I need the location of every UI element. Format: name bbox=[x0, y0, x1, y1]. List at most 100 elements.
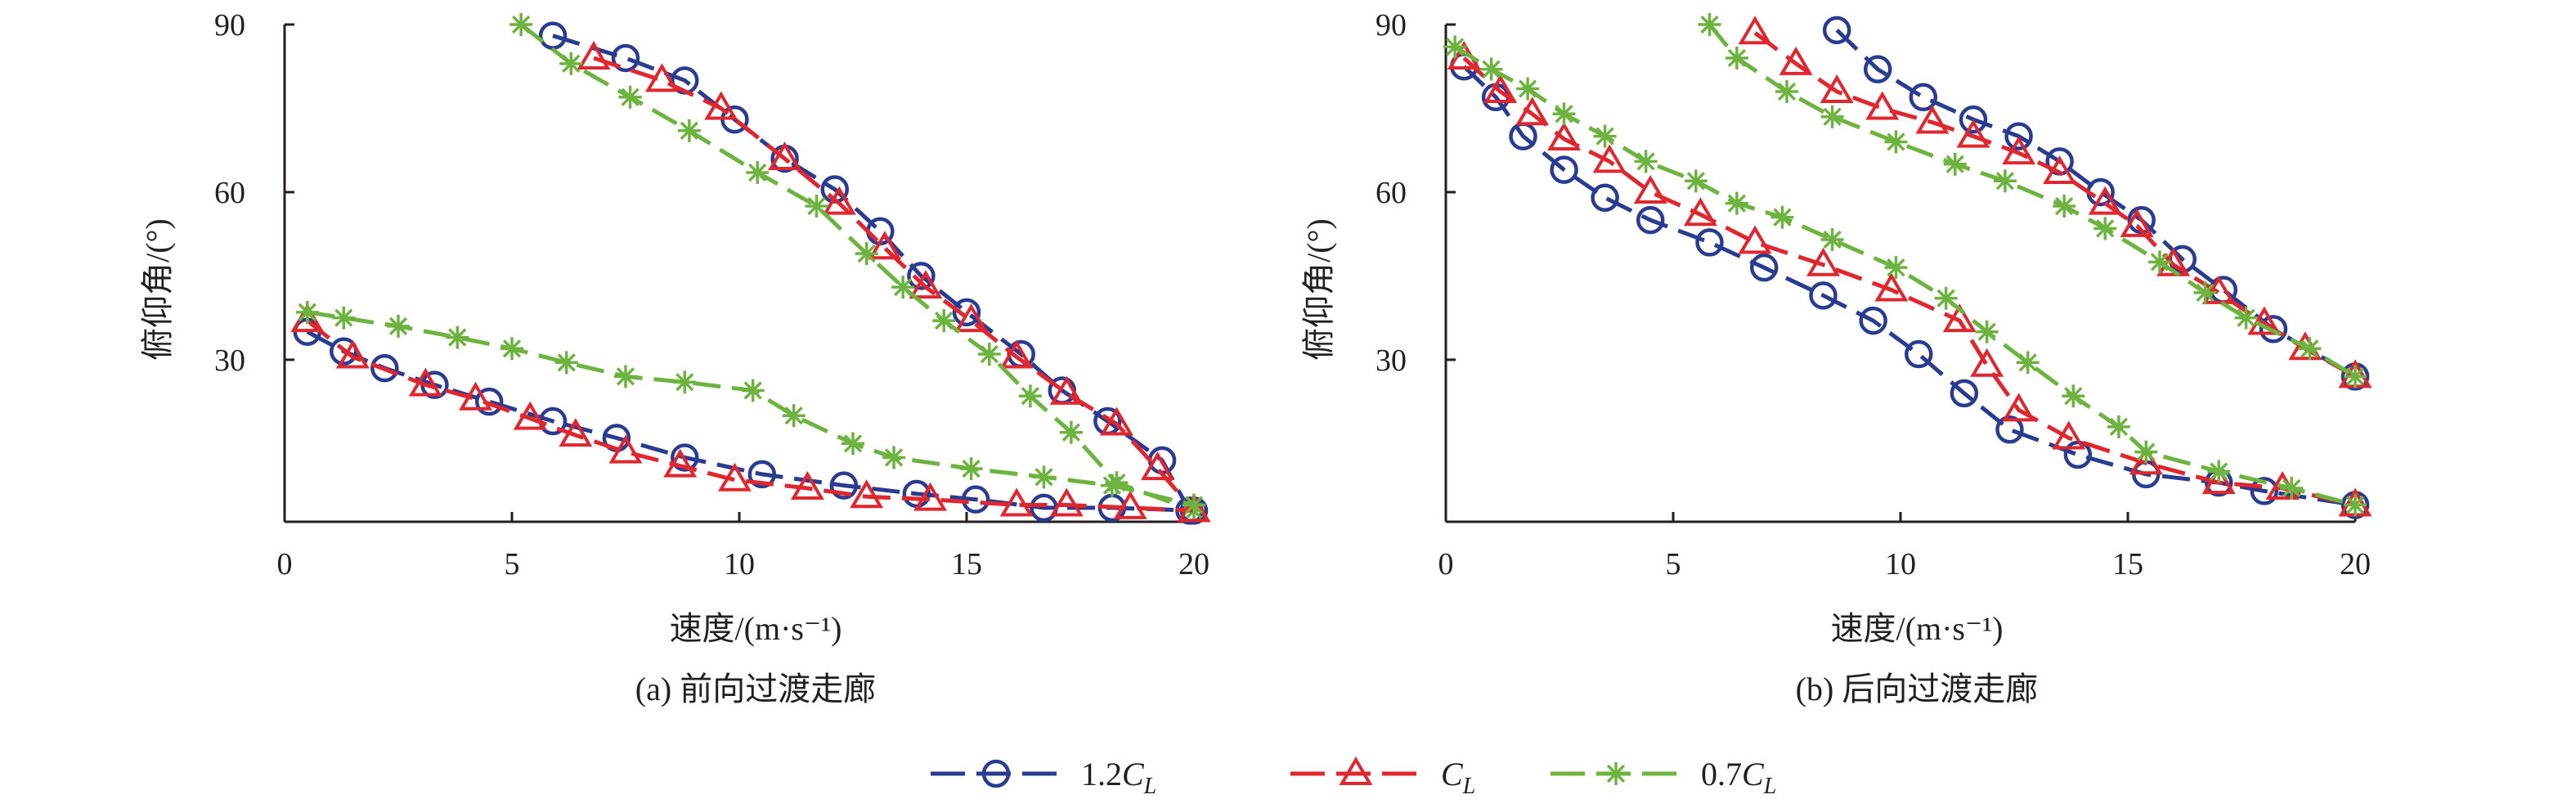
data-point-marker bbox=[1634, 150, 1658, 173]
data-point-marker bbox=[1975, 320, 1999, 343]
x-tick-label: 0 bbox=[1438, 547, 1454, 581]
data-point-marker-shape bbox=[1959, 105, 1988, 134]
legend-marker-shape bbox=[1339, 756, 1373, 785]
data-point-marker-stroke bbox=[334, 308, 353, 327]
data-point-marker bbox=[746, 161, 770, 185]
data-point-marker-shape bbox=[954, 303, 989, 333]
data-point-marker bbox=[2107, 415, 2130, 438]
data-point-marker-shape bbox=[1915, 105, 1950, 134]
data-point-marker-stroke bbox=[557, 353, 576, 372]
data-point-marker-shape bbox=[868, 231, 902, 260]
data-point-marker bbox=[332, 306, 356, 330]
data-point-marker-shape bbox=[1859, 306, 1887, 335]
data-point-marker bbox=[1865, 91, 1900, 120]
data-point-marker-shape bbox=[1099, 406, 1133, 436]
series-1.2CL bbox=[1822, 16, 2370, 391]
data-point-marker bbox=[747, 460, 777, 489]
data-point-marker bbox=[909, 270, 943, 299]
data-point-marker-shape bbox=[768, 141, 802, 170]
legend-item-0.7CL: 0.7CL bbox=[1551, 756, 1776, 799]
data-point-marker bbox=[1633, 174, 1667, 204]
data-point-marker bbox=[2280, 477, 2304, 501]
data-point-marker bbox=[2004, 122, 2033, 150]
data-point-marker-stroke bbox=[1773, 208, 1792, 227]
data-point-marker-shape bbox=[370, 353, 399, 383]
data-point-marker-shape bbox=[999, 339, 1034, 369]
data-point-marker bbox=[999, 487, 1034, 517]
data-point-marker-stroke bbox=[448, 328, 467, 347]
data-point-marker-shape bbox=[1749, 253, 1779, 282]
x-tick-label: 5 bbox=[1666, 547, 1681, 581]
chart-panel-b: 0 5 10 15 20 30 60 90 速度/(m·s⁻¹) 俯仰角/(°) (b) 后向过渡走… bbox=[1300, 8, 2372, 707]
data-point-marker bbox=[1993, 169, 2017, 193]
data-point-marker bbox=[446, 325, 469, 349]
data-point-marker bbox=[1547, 122, 1582, 151]
data-point-marker bbox=[2259, 315, 2288, 343]
data-point-marker-stroke bbox=[298, 303, 316, 321]
y-tick-label: 60 bbox=[214, 176, 245, 210]
data-point-marker bbox=[509, 13, 533, 36]
data-point-marker bbox=[1183, 493, 1205, 517]
data-point-marker-shape bbox=[1820, 74, 1854, 103]
data-point-marker-shape bbox=[1942, 303, 1977, 333]
data-point-marker-stroke bbox=[1887, 258, 1905, 277]
data-point-marker-stroke bbox=[857, 244, 876, 263]
data-point-marker bbox=[1822, 16, 1851, 45]
y-axis-label: 俯仰角/(°) bbox=[1300, 218, 1337, 361]
data-point-marker bbox=[855, 242, 878, 266]
data-point-marker bbox=[1018, 384, 1042, 408]
legend-item-CL: CL bbox=[1290, 756, 1475, 799]
data-point-marker bbox=[577, 41, 611, 70]
data-point-marker-stroke bbox=[962, 459, 981, 478]
data-point-marker-stroke bbox=[1727, 48, 1746, 68]
data-point-marker-shape bbox=[1592, 144, 1627, 173]
x-axis-label: 速度/(m·s⁻¹) bbox=[1831, 610, 2004, 647]
data-point-marker-shape bbox=[999, 487, 1034, 517]
data-point-marker bbox=[1956, 119, 1990, 148]
x-tick-label: 15 bbox=[951, 547, 982, 581]
legend-marker bbox=[1604, 762, 1627, 785]
data-point-marker-shape bbox=[2004, 122, 2033, 150]
series-line bbox=[1462, 65, 2356, 507]
data-point-marker-stroke bbox=[2345, 496, 2365, 514]
y-tick-label: 30 bbox=[214, 343, 245, 378]
data-point-marker-shape bbox=[1950, 379, 1979, 408]
data-point-marker-stroke bbox=[1555, 105, 1573, 123]
data-point-marker bbox=[2193, 281, 2217, 304]
data-point-marker bbox=[673, 370, 697, 394]
data-point-marker bbox=[850, 479, 884, 509]
data-point-marker-stroke bbox=[502, 339, 522, 358]
data-point-marker bbox=[1863, 55, 1892, 83]
data-point-marker-stroke bbox=[2196, 283, 2215, 303]
data-point-marker-stroke bbox=[2300, 339, 2319, 358]
data-point-marker bbox=[1032, 465, 1056, 489]
data-point-marker-stroke bbox=[1445, 38, 1465, 56]
legend-item-1.2CL: 1.2CL bbox=[931, 756, 1156, 799]
data-point-marker bbox=[474, 387, 504, 416]
data-point-marker-shape bbox=[2088, 186, 2122, 215]
data-point-marker bbox=[1943, 152, 1967, 176]
series-1.2CL bbox=[293, 317, 1209, 525]
data-point-marker-stroke bbox=[562, 54, 581, 73]
series-line bbox=[306, 319, 1195, 513]
data-point-marker bbox=[741, 379, 765, 402]
data-point-marker bbox=[1550, 155, 1578, 184]
x-axis-label: 速度/(m·s⁻¹) bbox=[670, 610, 842, 647]
data-point-marker-stroke bbox=[1102, 476, 1122, 495]
data-point-marker bbox=[335, 339, 370, 369]
data-point-marker-shape bbox=[1904, 339, 1933, 369]
data-point-marker bbox=[2134, 440, 2158, 464]
data-point-marker bbox=[2120, 208, 2154, 237]
data-point-marker bbox=[2207, 460, 2231, 483]
legend-sub: L bbox=[1462, 774, 1476, 799]
data-point-marker-shape bbox=[790, 471, 824, 501]
data-point-marker bbox=[959, 457, 983, 481]
data-point-marker bbox=[1592, 144, 1627, 173]
legend-marker bbox=[981, 759, 1011, 788]
data-point-marker bbox=[459, 381, 493, 411]
data-point-marker-shape bbox=[1809, 281, 1838, 310]
data-point-marker-shape bbox=[907, 262, 936, 290]
data-point-marker bbox=[2052, 420, 2086, 450]
data-point-marker-shape bbox=[2043, 155, 2077, 185]
legend-label: 0.7CL bbox=[1701, 756, 1776, 799]
